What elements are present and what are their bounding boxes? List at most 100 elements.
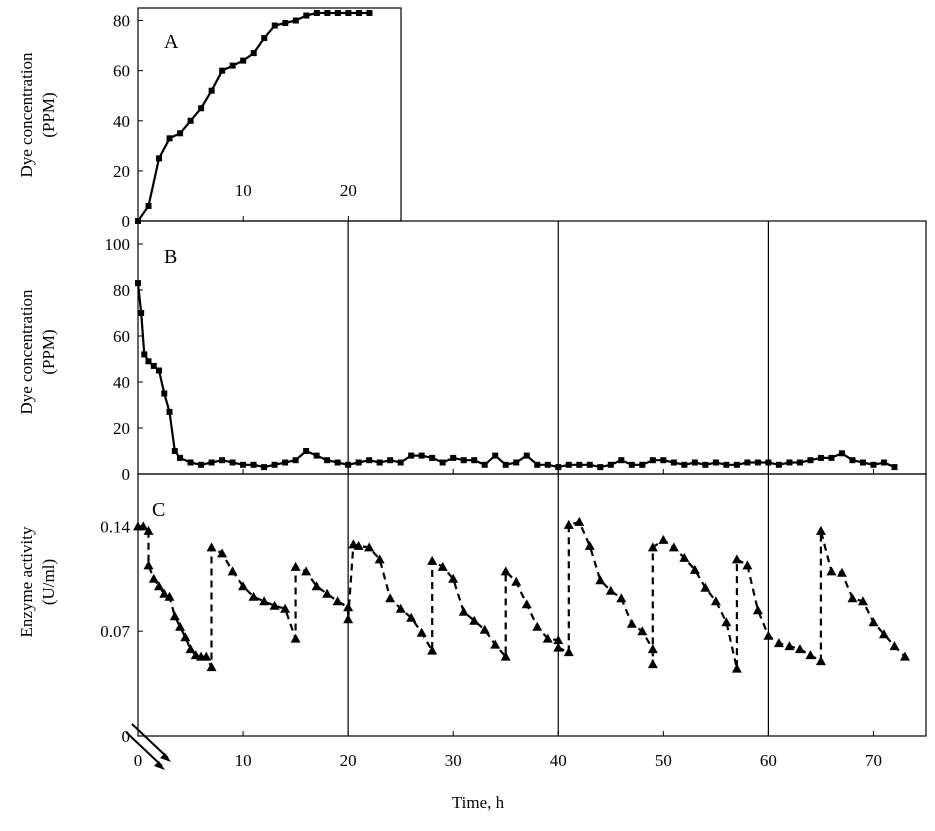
panel-c-data-point xyxy=(553,642,564,652)
panel-c-data-point xyxy=(437,561,448,571)
panel-c-data-point xyxy=(500,566,511,576)
panel-b-label: B xyxy=(164,246,177,268)
panel-a-data-point xyxy=(208,87,215,94)
panel-a-x-tick-label: 10 xyxy=(235,181,252,200)
panel-b-data-point xyxy=(450,454,457,461)
panel-c-data-point xyxy=(269,600,280,610)
panel-a-data-point xyxy=(271,22,278,29)
panel-c-data-point xyxy=(637,626,648,636)
panel-b-data-point xyxy=(471,457,478,464)
panel-b-data-point xyxy=(303,448,310,454)
panel-c-data-point xyxy=(626,618,637,628)
panel-c-data-point xyxy=(899,651,910,661)
panel-c-data-point xyxy=(290,633,301,643)
panel-c-series-line xyxy=(138,520,906,670)
panel-c-data-point xyxy=(227,566,238,576)
panel-b-data-point xyxy=(219,457,226,464)
panel-c-data-point xyxy=(731,554,742,564)
panel-b-data-point xyxy=(555,464,562,471)
panel-b-data-point xyxy=(880,459,887,466)
panel-b-data-point xyxy=(628,461,635,468)
panel-b-data-point xyxy=(208,459,215,466)
panel-c-x-tick-label: 10 xyxy=(235,751,252,770)
panel-b-data-point xyxy=(387,457,394,464)
panel-b-data-point xyxy=(481,461,488,468)
panel-a-ylabel: Dye concentration (PPM) xyxy=(17,52,58,178)
panel-b-data-point xyxy=(324,457,331,464)
panel-c-data-point xyxy=(689,564,700,574)
panel-c-data-point xyxy=(679,552,690,562)
panel-b-data-point xyxy=(366,457,373,464)
panel-c-data-point xyxy=(763,630,774,640)
panel-b-data-point xyxy=(460,457,467,464)
panel-b-data-point xyxy=(355,459,362,466)
panel-c-data-point xyxy=(553,635,564,645)
svg-text:Dye concentration: Dye concentration xyxy=(17,289,36,415)
panel-b-data-point xyxy=(492,452,499,459)
panel-c-x-tick-label: 20 xyxy=(340,751,357,770)
panel-b-y-tick-label: 100 xyxy=(105,235,131,254)
panel-c-data-point xyxy=(159,588,170,598)
panel-c-data-point xyxy=(878,629,889,639)
panel-c-data-point xyxy=(563,647,574,657)
axis-break-mark xyxy=(125,723,171,770)
panel-c-data-point xyxy=(752,605,763,615)
panel-c-data-point xyxy=(815,525,826,535)
panel-c-x-tick-label: 50 xyxy=(655,751,672,770)
panel-c-data-point xyxy=(185,644,196,654)
panel-c-data-point xyxy=(206,662,217,672)
panel-b-data-point xyxy=(513,459,520,466)
panel-c-data-point xyxy=(343,614,354,624)
panel-b-data-point xyxy=(166,408,173,415)
panel-b-y-tick-label: 40 xyxy=(113,373,130,392)
panel-b-y-tick-label: 20 xyxy=(113,419,130,438)
panel-b-data-point xyxy=(817,454,824,461)
panel-b-series-line xyxy=(136,282,895,469)
panel-b-data-point xyxy=(649,457,656,464)
panel-b-data-point xyxy=(534,461,541,468)
panel-b-data-point xyxy=(282,459,289,466)
panel-c-data-point xyxy=(742,560,753,570)
panel-c-data-point xyxy=(511,576,522,586)
panel-a-data-point xyxy=(355,10,362,17)
panel-a-y-tick-label: 20 xyxy=(113,162,130,181)
panel-c-data-point xyxy=(322,588,333,598)
panel-b-data-point xyxy=(565,461,572,468)
panel-c-x-tick-label: 70 xyxy=(865,751,882,770)
panel-c-data-point xyxy=(201,651,212,661)
panel-b-data-point xyxy=(681,461,688,468)
panel-b-data-point xyxy=(271,461,278,468)
panel-c-data-point xyxy=(721,617,732,627)
panel-c-data-point xyxy=(826,566,837,576)
panel-a-label: A xyxy=(164,31,179,53)
panel-c-data-point xyxy=(406,612,417,622)
panel-b-y-tick-label: 0 xyxy=(122,465,131,484)
panel-b-data-point xyxy=(138,310,145,316)
panel-b-data-point xyxy=(229,459,236,466)
panel-b-data-point xyxy=(660,457,667,464)
panel-b-data-point xyxy=(408,452,415,459)
panel-c-data-point xyxy=(584,540,595,550)
panel-c-data-point xyxy=(374,554,385,564)
panel-c-data-point xyxy=(217,548,228,558)
panel-b-data-point xyxy=(198,461,205,468)
panel-b-data-point xyxy=(786,459,793,466)
panel-c-data-point xyxy=(794,644,805,654)
panel-a-data-point xyxy=(250,50,257,57)
panel-c-x-tick-label: 60 xyxy=(760,751,777,770)
panel-c-data-point xyxy=(427,555,438,565)
panel-c-data-point xyxy=(700,582,711,592)
panel-a-data-point xyxy=(345,10,352,17)
panel-c-data-point xyxy=(731,663,742,673)
panel-a-data-point xyxy=(313,10,320,17)
panel-b-data-point xyxy=(807,457,814,464)
panel-c-data-point xyxy=(710,596,721,606)
panel-a-data-point xyxy=(145,202,152,209)
panel-b-data-point xyxy=(870,461,877,468)
svg-text:(PPM): (PPM) xyxy=(39,92,58,137)
panel-b-ylabel: Dye concentration (PPM) xyxy=(17,289,58,415)
panel-c-data-point xyxy=(836,567,847,577)
panel-b-data-point xyxy=(838,450,845,457)
panel-c-data-point xyxy=(143,525,154,535)
